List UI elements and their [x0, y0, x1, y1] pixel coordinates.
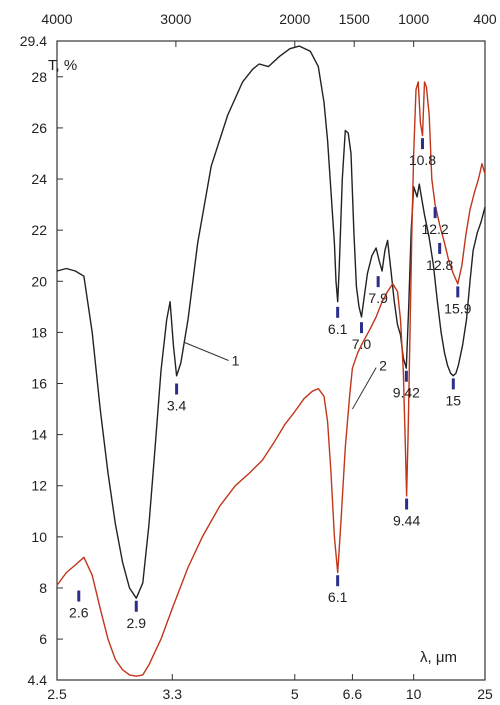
y-tick-label: 14 — [31, 427, 47, 443]
y-tick-label: 8 — [39, 580, 47, 596]
peak-marker — [175, 383, 179, 395]
bottom-tick-label: 25 — [477, 686, 493, 702]
peak-marker — [438, 242, 442, 254]
y-axis-title: T, % — [48, 57, 77, 74]
y-axis-ticks: 4.4 6 8 10 12 14 16 18 20 22 24 26 28 29.4 — [20, 33, 63, 688]
peak-label: 15.9 — [444, 300, 471, 316]
y-tick-label: 29.4 — [20, 33, 47, 49]
peak-label: 7.9 — [368, 290, 388, 306]
peak-label: 12.8 — [426, 257, 453, 273]
peak-label: 2.9 — [127, 615, 147, 631]
peak-label: 7.0 — [352, 336, 372, 352]
bottom-tick-label: 10 — [406, 686, 422, 702]
y-tick-label: 28 — [31, 69, 47, 85]
peak-marker — [420, 138, 424, 150]
peak-label: 15 — [446, 392, 462, 408]
y-tick-label: 20 — [31, 273, 47, 289]
peak-marker — [336, 575, 340, 587]
top-axis-ticks: 4000 3000 2000 1500 1000 400 — [41, 11, 497, 47]
curve-label-leaders — [184, 342, 377, 410]
y-tick-label: 4.4 — [28, 672, 48, 688]
y-tick-label: 18 — [31, 324, 47, 340]
peak-label: 12.2 — [421, 221, 448, 237]
peak-markers: 2.62.93.46.16.17.07.99.429.4410.812.212.… — [69, 138, 472, 631]
bottom-tick-label: 2.5 — [47, 686, 67, 702]
peak-label: 9.44 — [393, 513, 420, 529]
peak-marker — [433, 207, 437, 219]
peak-marker — [456, 286, 460, 298]
leader-line-2 — [351, 367, 377, 410]
top-tick-label: 3000 — [160, 11, 191, 27]
top-tick-label: 4000 — [41, 11, 72, 27]
bottom-axis-ticks: 2.5 3.3 5 6.6 10 25 — [47, 674, 493, 702]
y-tick-label: 6 — [39, 631, 47, 647]
peak-label: 2.6 — [69, 605, 89, 621]
curve-label-2: 2 — [379, 358, 387, 374]
top-tick-label: 1500 — [339, 11, 370, 27]
bottom-tick-label: 3.3 — [163, 686, 183, 702]
peak-label: 3.4 — [167, 398, 187, 414]
y-tick-label: 26 — [31, 120, 47, 136]
y-tick-label: 24 — [31, 171, 47, 187]
peak-marker — [359, 322, 363, 334]
curve-label-1: 1 — [232, 353, 240, 369]
series-2-line — [56, 81, 486, 677]
peak-marker — [405, 498, 409, 510]
y-tick-label: 16 — [31, 376, 47, 392]
peak-marker — [77, 590, 81, 602]
top-tick-label: 2000 — [279, 11, 310, 27]
series-1-line — [56, 45, 486, 599]
top-tick-label: 1000 — [398, 11, 429, 27]
peak-label: 6.1 — [328, 589, 348, 605]
leader-line-1 — [184, 342, 229, 361]
peak-marker — [404, 370, 408, 382]
y-tick-label: 22 — [31, 222, 47, 238]
peak-marker — [376, 276, 380, 288]
peak-marker — [336, 306, 340, 318]
series-layer — [56, 45, 486, 677]
peak-label: 6.1 — [328, 321, 348, 337]
top-tick-label: 400 — [473, 11, 497, 27]
peak-label: 9.42 — [393, 385, 420, 401]
x-axis-title: λ, μm — [420, 649, 457, 666]
peak-label: 10.8 — [409, 152, 436, 168]
y-tick-label: 10 — [31, 529, 47, 545]
bottom-tick-label: 6.6 — [343, 686, 363, 702]
bottom-tick-label: 5 — [291, 686, 299, 702]
peak-marker — [451, 378, 455, 390]
y-tick-label: 12 — [31, 478, 47, 494]
plot-frame — [56, 40, 486, 681]
peak-marker — [134, 600, 138, 612]
